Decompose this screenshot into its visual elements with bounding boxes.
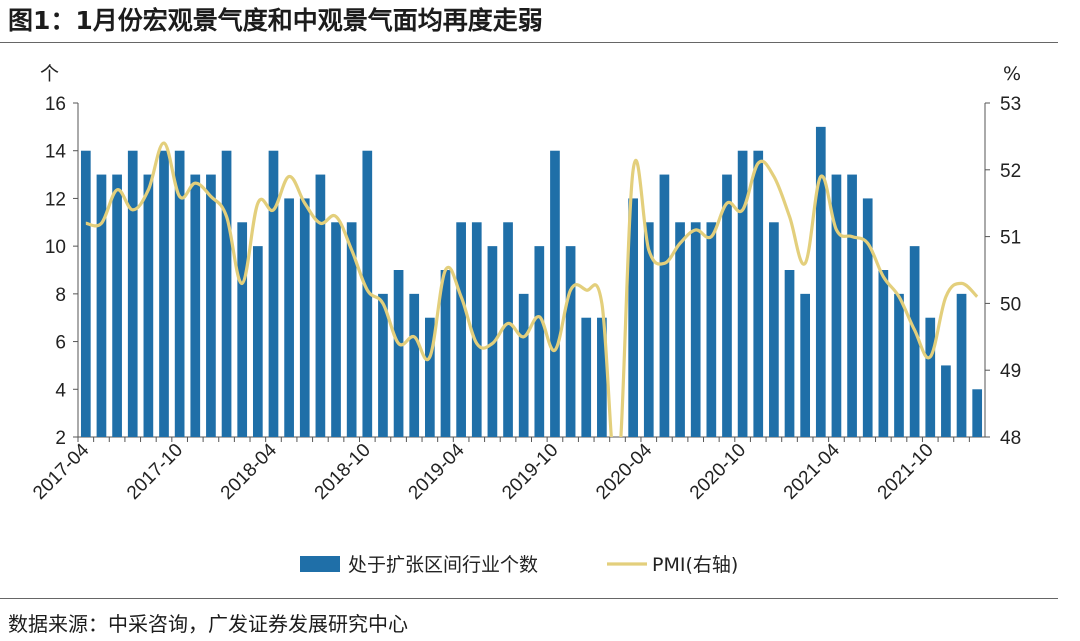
pmi-line	[85, 141, 979, 437]
legend-bar-swatch	[300, 556, 340, 572]
bar	[331, 222, 341, 437]
left-tick-label: 10	[45, 237, 66, 258]
bar-series	[80, 126, 983, 438]
x-tick-label: 2020-10	[686, 440, 750, 504]
bar	[581, 317, 592, 437]
x-tick-label: 2018-10	[311, 440, 375, 504]
right-tick-label: 49	[1000, 361, 1021, 382]
bar	[112, 174, 122, 438]
bar	[143, 174, 154, 438]
right-tick-label: 52	[1000, 161, 1021, 182]
bar	[456, 222, 466, 437]
right-tick-label: 51	[1000, 228, 1021, 249]
bar	[972, 389, 983, 437]
bar	[237, 222, 248, 437]
right-tick-label: 48	[1000, 428, 1021, 449]
bar	[174, 150, 185, 437]
bar	[628, 198, 638, 437]
bar	[565, 246, 576, 437]
bar	[299, 198, 310, 437]
bar	[753, 150, 764, 437]
x-tick-label: 2017-04	[29, 439, 93, 503]
bar	[378, 293, 388, 437]
left-tick-label: 14	[45, 142, 67, 163]
left-axis-unit: 个	[40, 63, 59, 85]
source-note: 数据来源：中采咨询，广发证券发展研究中心	[8, 612, 408, 636]
bar	[815, 126, 826, 437]
x-tick-label: 2021-10	[874, 440, 938, 504]
bar	[440, 270, 451, 437]
bar	[221, 150, 232, 437]
bar	[862, 198, 873, 437]
x-tick-label: 2019-04	[405, 439, 469, 503]
x-tick-label: 2021-04	[780, 439, 844, 503]
bar	[534, 246, 545, 437]
bar	[894, 293, 904, 437]
title-divider	[0, 42, 1058, 43]
bar	[690, 222, 701, 437]
left-tick-label: 6	[55, 333, 66, 354]
bar	[393, 270, 404, 437]
right-tick-label: 53	[1000, 94, 1021, 115]
bar	[518, 293, 529, 437]
bar	[96, 174, 107, 438]
bar	[471, 222, 482, 437]
bar	[643, 222, 654, 437]
x-tick-label: 2017-10	[123, 440, 187, 504]
left-tick-label: 4	[55, 380, 66, 401]
bar	[315, 174, 326, 438]
chart: 2 4 6 8 10 12 14 16 48 49 50 51 52 53 个 % 2017-04 2017-10…	[29, 63, 1021, 576]
bar	[597, 317, 607, 437]
bar	[425, 317, 435, 437]
bar	[956, 293, 967, 437]
bar	[784, 270, 795, 437]
bar	[706, 222, 717, 437]
bar	[550, 150, 560, 437]
bar	[127, 150, 138, 437]
page-title: 图1：1月份宏观景气度和中观景气面均再度走弱	[8, 6, 543, 35]
bar	[925, 317, 936, 437]
x-tick-label: 2020-04	[592, 439, 656, 503]
bar	[831, 174, 842, 438]
bar	[769, 222, 779, 437]
legend-bar-label: 处于扩张区间行业个数	[348, 554, 538, 576]
left-tick-label: 2	[55, 428, 66, 449]
bar	[252, 246, 263, 437]
x-tick-label: 2019-10	[498, 440, 562, 504]
left-tick-label: 16	[45, 94, 66, 115]
chart-legend: 处于扩张区间行业个数 PMI(右轴)	[300, 554, 738, 576]
bar	[80, 150, 91, 437]
bar	[909, 246, 920, 437]
bar	[941, 365, 951, 437]
bar	[409, 293, 420, 437]
bar	[800, 293, 811, 437]
bar	[159, 150, 169, 437]
line-series	[85, 141, 979, 437]
legend-line-label: PMI(右轴)	[652, 554, 738, 576]
right-axis-unit: %	[1003, 63, 1021, 85]
bar	[284, 198, 294, 437]
left-tick-label: 8	[55, 285, 66, 306]
bar	[847, 174, 857, 438]
bar	[362, 150, 373, 437]
x-tick-label: 2018-04	[217, 439, 281, 503]
right-tick-label: 50	[1000, 294, 1021, 315]
bar	[503, 222, 513, 437]
bar	[346, 222, 357, 437]
bar	[659, 174, 670, 438]
source-divider	[0, 598, 1058, 599]
bar	[878, 270, 889, 437]
bar	[722, 174, 732, 438]
bar	[675, 222, 685, 437]
bar	[206, 174, 216, 438]
bar	[190, 174, 201, 438]
bar	[268, 150, 279, 437]
bar	[737, 150, 748, 437]
left-tick-label: 12	[45, 189, 66, 210]
